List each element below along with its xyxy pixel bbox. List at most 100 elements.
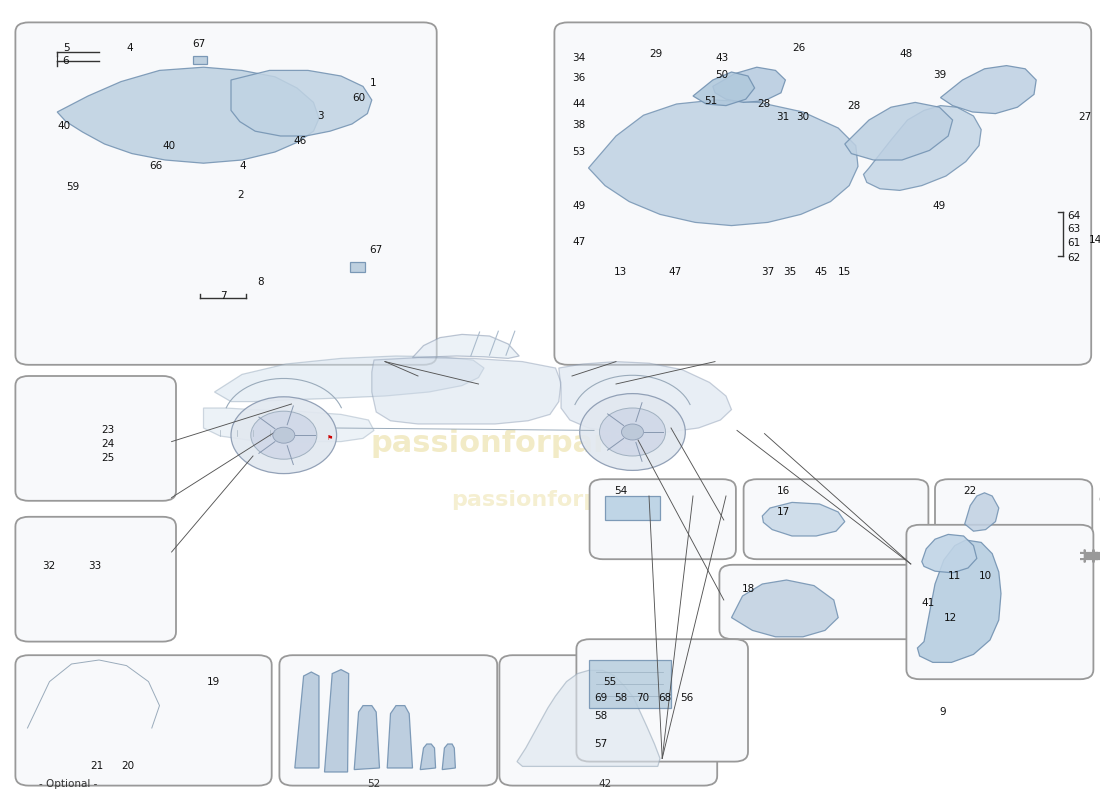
Polygon shape (917, 540, 1001, 662)
Text: 51: 51 (704, 96, 717, 106)
FancyBboxPatch shape (279, 655, 497, 786)
Text: 23: 23 (101, 426, 114, 435)
FancyBboxPatch shape (15, 655, 272, 786)
Polygon shape (559, 362, 732, 434)
Text: 46: 46 (294, 136, 307, 146)
Text: - Optional -: - Optional - (39, 779, 97, 789)
Text: 61: 61 (1067, 238, 1080, 248)
Text: 26: 26 (792, 43, 805, 53)
FancyBboxPatch shape (554, 22, 1091, 365)
Text: 2: 2 (238, 190, 244, 200)
Text: 15: 15 (838, 267, 851, 277)
Text: 69: 69 (594, 693, 607, 702)
Circle shape (621, 424, 643, 440)
Polygon shape (420, 744, 436, 770)
Text: 24: 24 (101, 439, 114, 449)
Polygon shape (354, 706, 379, 770)
Text: 29: 29 (649, 49, 662, 58)
Text: 41: 41 (922, 598, 935, 608)
Polygon shape (192, 56, 207, 64)
Text: 49: 49 (933, 202, 946, 211)
Text: 67: 67 (370, 245, 383, 254)
FancyBboxPatch shape (590, 479, 736, 559)
Polygon shape (922, 534, 977, 573)
Text: 59: 59 (66, 182, 79, 192)
Text: 4: 4 (126, 43, 133, 53)
Text: 56: 56 (680, 693, 693, 702)
FancyBboxPatch shape (499, 655, 717, 786)
Text: 66: 66 (150, 162, 163, 171)
Text: 20: 20 (121, 762, 134, 771)
Text: 16: 16 (777, 486, 790, 496)
Text: 48: 48 (900, 49, 913, 58)
Text: 43: 43 (715, 53, 728, 62)
Polygon shape (442, 744, 455, 770)
FancyBboxPatch shape (935, 479, 1092, 559)
Text: 40: 40 (163, 141, 176, 150)
Text: 11: 11 (948, 571, 961, 581)
Text: 68: 68 (658, 693, 671, 702)
Text: ⚑: ⚑ (327, 435, 333, 442)
Text: 10: 10 (979, 571, 992, 581)
Text: 67: 67 (192, 39, 206, 49)
FancyBboxPatch shape (744, 479, 928, 559)
Circle shape (580, 394, 685, 470)
Text: 49: 49 (572, 202, 585, 211)
Text: 12: 12 (944, 613, 957, 622)
Text: 34: 34 (572, 53, 585, 62)
Text: 38: 38 (572, 120, 585, 130)
Text: 39: 39 (933, 70, 946, 80)
Text: 53: 53 (572, 147, 585, 157)
Polygon shape (588, 660, 671, 708)
Polygon shape (295, 672, 319, 768)
Polygon shape (324, 670, 349, 772)
FancyBboxPatch shape (15, 376, 176, 501)
Text: 62: 62 (1067, 253, 1080, 262)
Text: 19: 19 (207, 677, 220, 686)
Text: 33: 33 (88, 561, 101, 570)
Text: 6: 6 (63, 56, 69, 66)
Polygon shape (940, 66, 1036, 114)
Text: 65: 65 (1098, 495, 1100, 505)
Text: 54: 54 (614, 486, 627, 496)
Circle shape (600, 408, 666, 456)
Text: 8: 8 (257, 277, 264, 286)
Text: 57: 57 (594, 739, 607, 749)
Polygon shape (588, 100, 858, 226)
Polygon shape (965, 493, 999, 531)
Polygon shape (605, 496, 660, 520)
Text: 30: 30 (796, 112, 810, 122)
Text: 70: 70 (636, 693, 649, 702)
Polygon shape (762, 502, 845, 536)
Polygon shape (350, 262, 365, 272)
Text: 55: 55 (603, 677, 616, 686)
Text: 3: 3 (317, 111, 323, 121)
Polygon shape (713, 67, 785, 102)
Text: 14: 14 (1089, 235, 1100, 245)
Text: 25: 25 (101, 453, 114, 462)
Text: 1: 1 (370, 78, 376, 88)
Text: 52: 52 (367, 779, 381, 789)
Text: 45: 45 (814, 267, 827, 277)
Text: 64: 64 (1067, 211, 1080, 221)
Text: 47: 47 (669, 267, 682, 277)
FancyBboxPatch shape (576, 639, 748, 762)
Text: 7: 7 (220, 291, 227, 301)
Text: 47: 47 (572, 237, 585, 246)
Text: 31: 31 (777, 112, 790, 122)
Polygon shape (732, 580, 838, 637)
Text: 17: 17 (777, 507, 790, 517)
Text: 4: 4 (240, 162, 246, 171)
Text: 40: 40 (57, 122, 70, 131)
Text: 5: 5 (63, 43, 69, 53)
Text: 36: 36 (572, 74, 585, 83)
Text: 28: 28 (757, 99, 770, 109)
Polygon shape (57, 67, 319, 163)
FancyBboxPatch shape (15, 517, 176, 642)
Text: 13: 13 (614, 267, 627, 277)
Circle shape (273, 427, 295, 443)
FancyBboxPatch shape (15, 22, 437, 365)
FancyBboxPatch shape (906, 525, 1093, 679)
Circle shape (251, 411, 317, 459)
Polygon shape (372, 358, 561, 424)
